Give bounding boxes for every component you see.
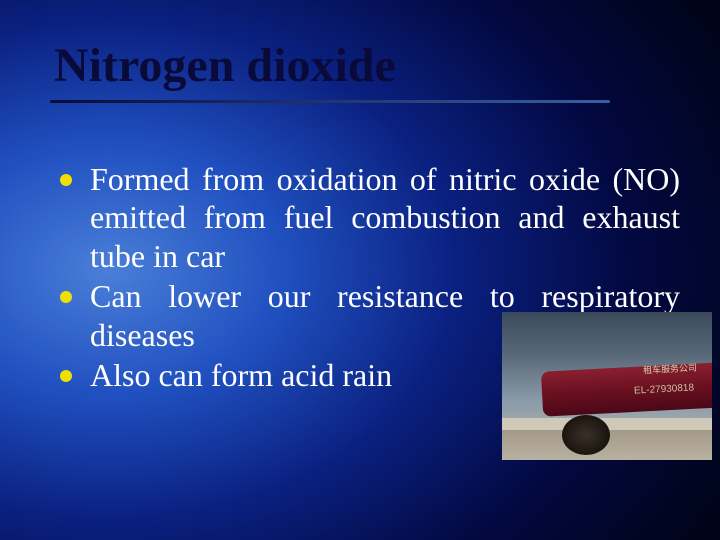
presentation-slide: Nitrogen dioxide Formed from oxidation o… — [0, 0, 720, 540]
bullet-text: Also can form acid rain — [90, 357, 392, 393]
bullet-text: Formed from oxidation of nitric oxide (N… — [90, 161, 680, 274]
title-underline — [50, 100, 610, 103]
bullet-item: Formed from oxidation of nitric oxide (N… — [60, 160, 680, 275]
bullet-dot-icon — [60, 174, 72, 186]
bullet-dot-icon — [60, 370, 72, 382]
slide-title: Nitrogen dioxide — [54, 38, 396, 93]
image-tire — [562, 415, 610, 455]
exhaust-image: 租车服务公司 EL-27930818 — [502, 312, 712, 460]
bullet-dot-icon — [60, 291, 72, 303]
